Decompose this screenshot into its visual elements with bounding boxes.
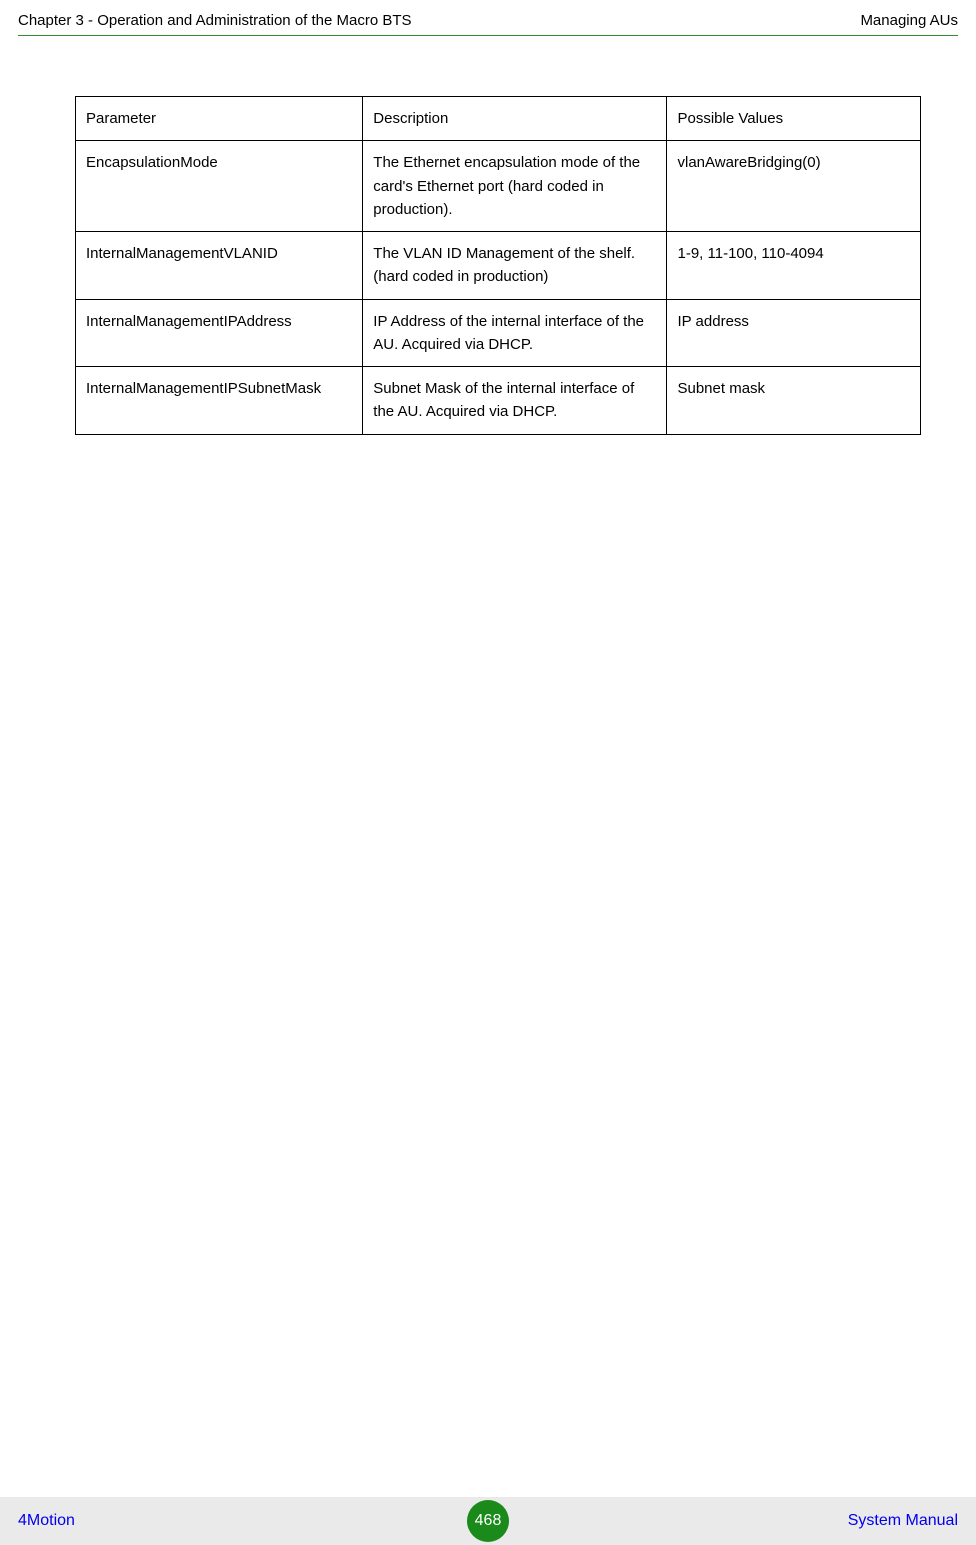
cell-parameter: InternalManagementIPSubnetMask — [76, 367, 363, 435]
cell-description: Subnet Mask of the internal interface of… — [363, 367, 667, 435]
table-row: InternalManagementVLANID The VLAN ID Man… — [76, 232, 921, 300]
cell-description: The VLAN ID Management of the shelf.(har… — [363, 232, 667, 300]
cell-values: vlanAwareBridging(0) — [667, 141, 921, 232]
column-header-description: Description — [363, 97, 667, 141]
header-left: Chapter 3 - Operation and Administration… — [18, 12, 412, 29]
column-header-values: Possible Values — [667, 97, 921, 141]
cell-parameter: InternalManagementIPAddress — [76, 299, 363, 367]
footer-manual-link[interactable]: System Manual — [848, 1512, 958, 1530]
cell-values: Subnet mask — [667, 367, 921, 435]
page-header: Chapter 3 - Operation and Administration… — [0, 0, 976, 35]
page-footer: 4Motion 468 System Manual — [0, 1497, 976, 1545]
cell-values: IP address — [667, 299, 921, 367]
table-row: InternalManagementIPAddress IP Address o… — [76, 299, 921, 367]
page-content: Parameter Description Possible Values En… — [0, 36, 976, 435]
cell-parameter: EncapsulationMode — [76, 141, 363, 232]
cell-parameter: InternalManagementVLANID — [76, 232, 363, 300]
page-number-badge: 468 — [467, 1500, 509, 1542]
cell-description: The Ethernet encapsulation mode of the c… — [363, 141, 667, 232]
page-number: 468 — [475, 1512, 502, 1530]
table-row: EncapsulationMode The Ethernet encapsula… — [76, 141, 921, 232]
header-right: Managing AUs — [860, 12, 958, 29]
column-header-parameter: Parameter — [76, 97, 363, 141]
table-row: InternalManagementIPSubnetMask Subnet Ma… — [76, 367, 921, 435]
cell-values: 1-9, 11-100, 110-4094 — [667, 232, 921, 300]
cell-description: IP Address of the internal interface of … — [363, 299, 667, 367]
parameters-table: Parameter Description Possible Values En… — [75, 96, 921, 435]
table-header-row: Parameter Description Possible Values — [76, 97, 921, 141]
footer-product-name[interactable]: 4Motion — [18, 1512, 75, 1530]
